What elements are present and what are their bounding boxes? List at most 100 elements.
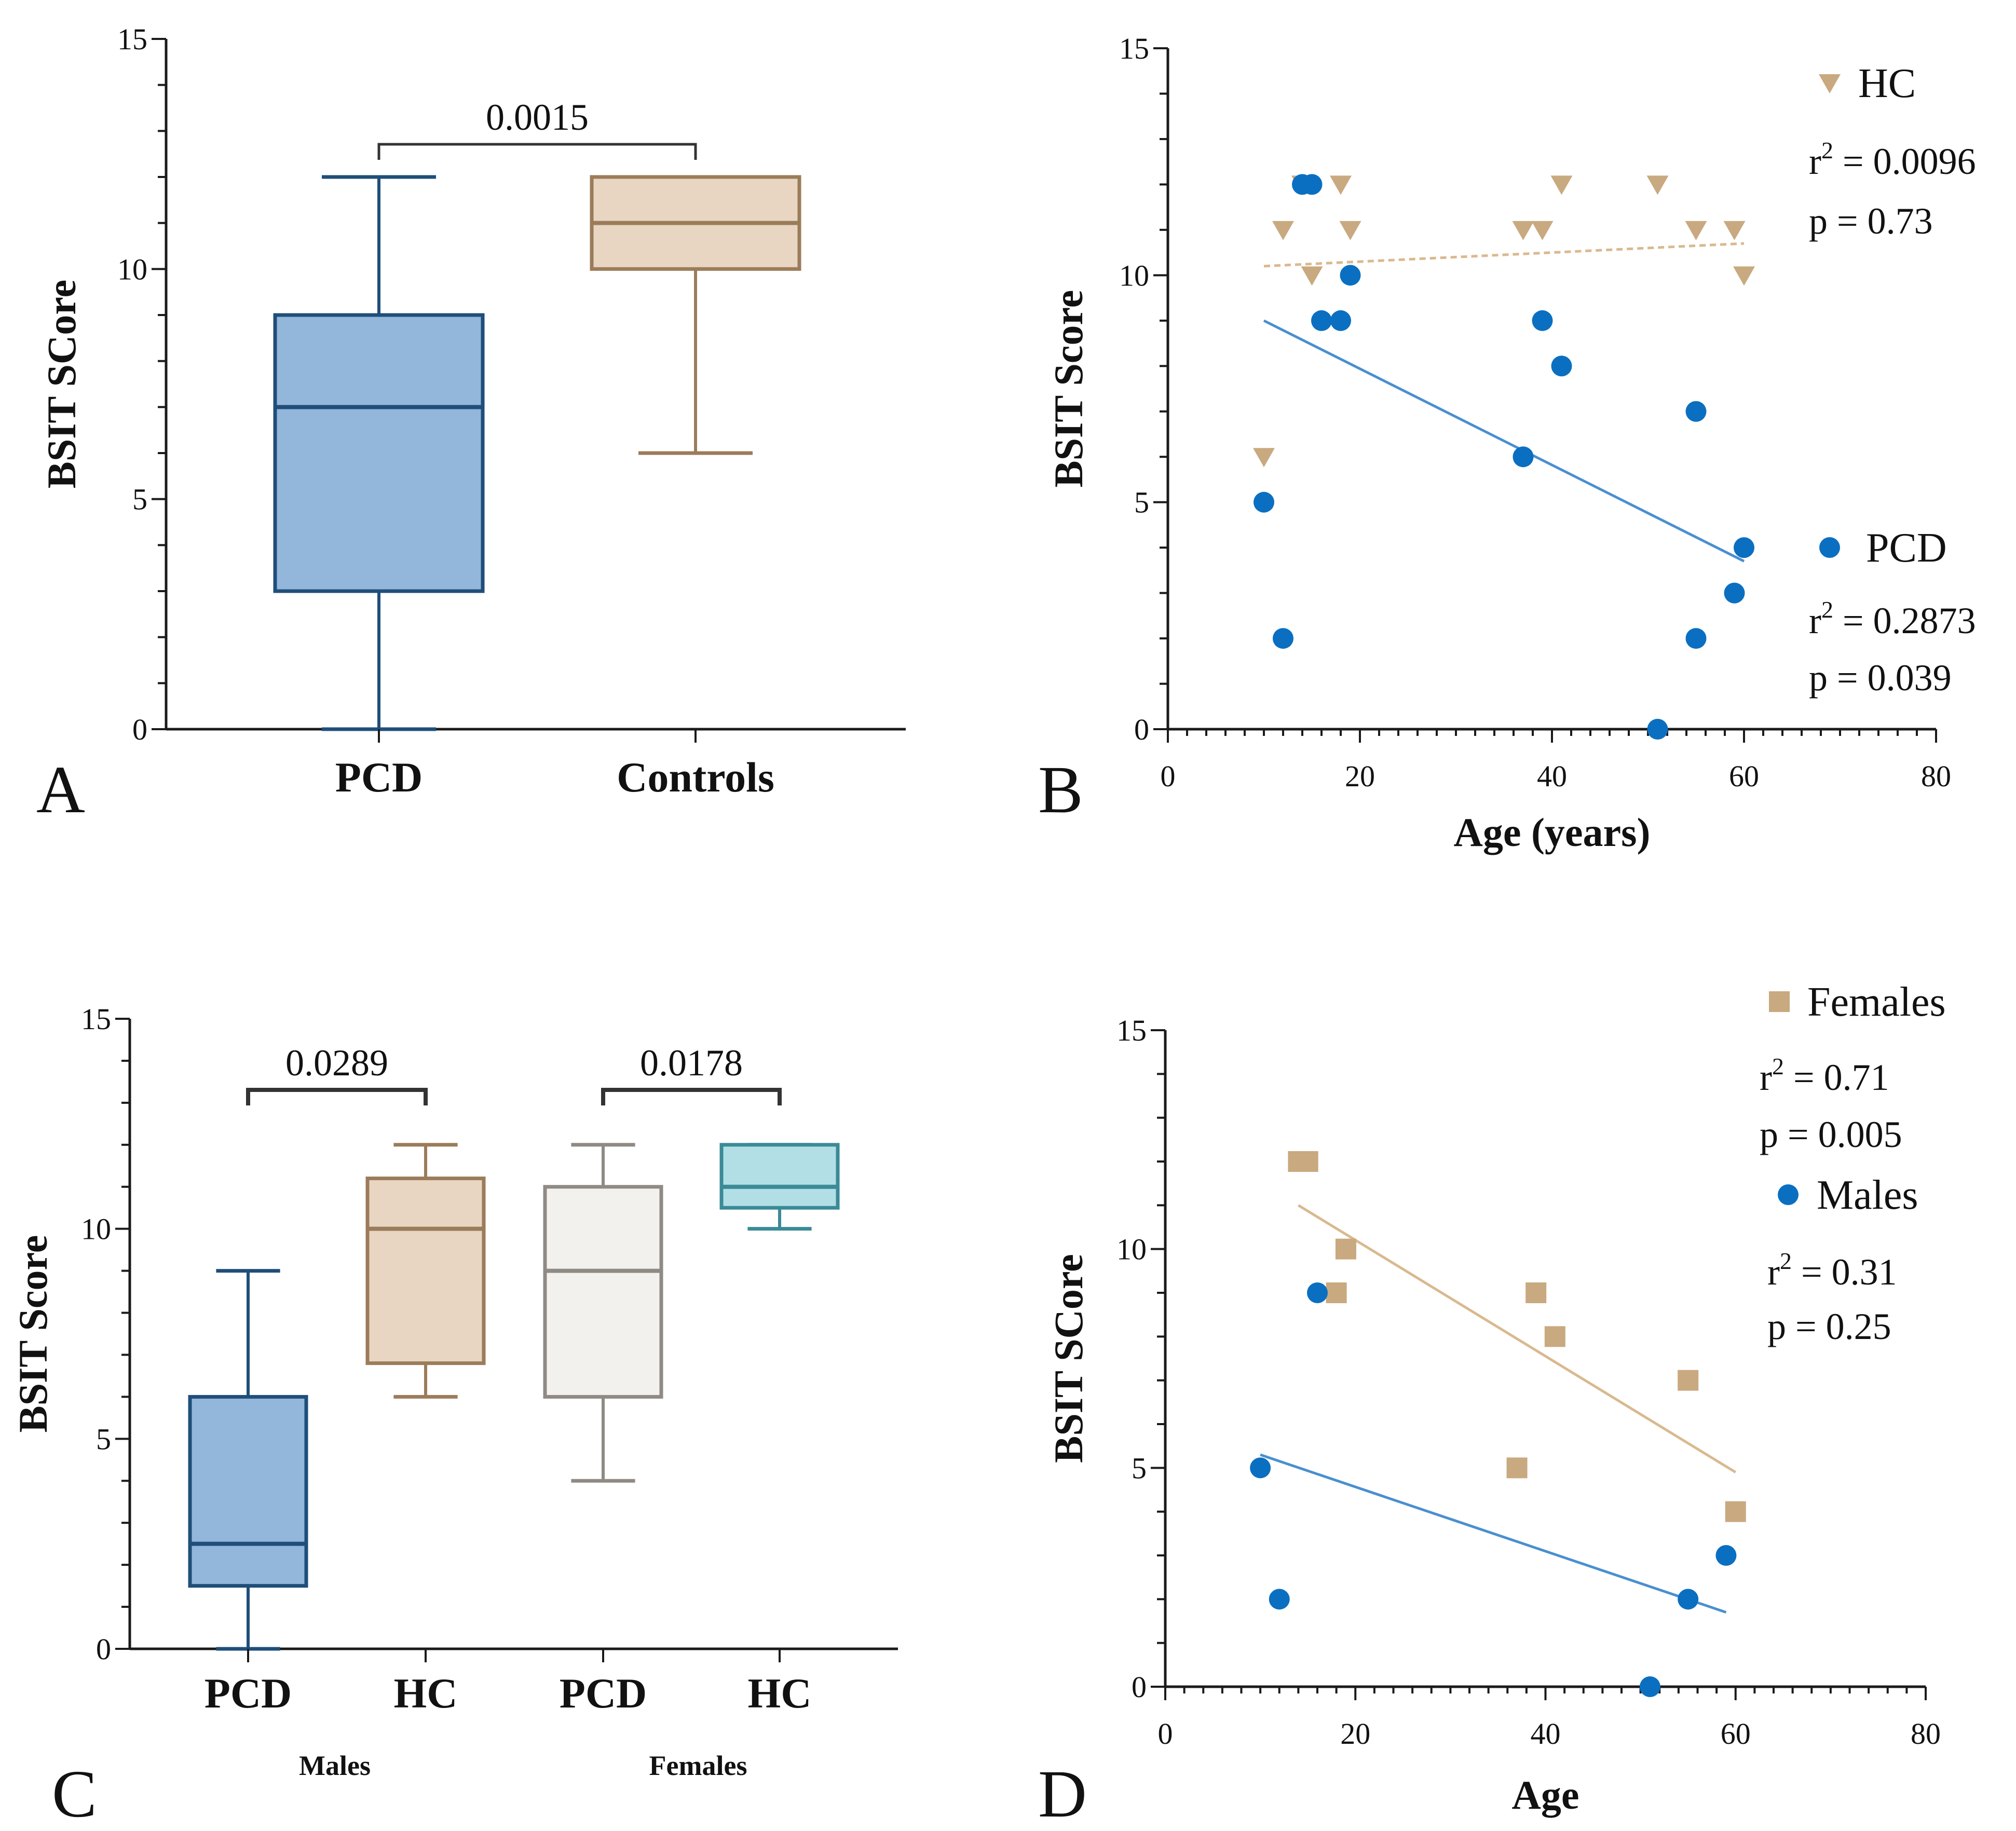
data-point-females xyxy=(1525,1282,1547,1303)
box-males-pcd xyxy=(188,1395,308,1588)
data-point-hc xyxy=(1272,221,1294,240)
panel-d-chart: 0 5 10 15 BSIT SCore 0 20 40 60 80 Age Females r2 = … xyxy=(1046,979,1946,1818)
x-tick-label: 60 xyxy=(1721,1717,1751,1751)
x-category-label: HC xyxy=(394,1670,458,1717)
data-point-females xyxy=(1678,1370,1699,1391)
box-females-hc xyxy=(719,1143,840,1210)
p-value-stat-label: p = 0.73 xyxy=(1809,200,1933,242)
y-axis-title: BSIT SCore xyxy=(39,280,84,488)
panel-label-c: C xyxy=(52,1757,97,1831)
y-tick-label: 15 xyxy=(117,22,147,56)
data-point-females xyxy=(1544,1326,1565,1347)
legend-label-hc: HC xyxy=(1858,61,1916,106)
r-squared-label: r2 = 0.71 xyxy=(1760,1053,1889,1098)
y-tick-label: 15 xyxy=(1119,32,1149,65)
data-point-pcd xyxy=(1254,491,1274,513)
data-point-pcd xyxy=(1301,174,1323,195)
p-value-stat-label: p = 0.039 xyxy=(1809,657,1952,699)
r-squared-label: r2 = 0.0096 xyxy=(1809,137,1976,182)
y-tick-label: 5 xyxy=(132,483,147,516)
legend-label-males: Males xyxy=(1817,1172,1918,1218)
data-point-pcd xyxy=(1685,628,1707,649)
y-axis-title: BSIT SCore xyxy=(1046,1254,1091,1463)
data-point-pcd xyxy=(1551,356,1572,377)
legend-label-females: Females xyxy=(1807,979,1946,1025)
panel-b-chart: 0 5 10 15 BSIT Score 0 20 40 60 80 Age (years) HC r2… xyxy=(1046,32,1976,855)
panel-label-d: D xyxy=(1038,1757,1087,1831)
significance-bracket xyxy=(601,1088,782,1105)
data-point-males xyxy=(1639,1676,1660,1697)
legend-marker-males xyxy=(1778,1184,1799,1205)
p-value-label: 0.0015 xyxy=(486,97,589,138)
x-tick-label: 20 xyxy=(1340,1717,1370,1751)
regression-line-females xyxy=(1298,1204,1737,1473)
x-tick-label: 80 xyxy=(1921,759,1951,793)
x-axis-title: Age (years) xyxy=(1454,810,1651,855)
y-tick-label: 0 xyxy=(1132,1670,1147,1704)
y-axis-title: BSIT Score xyxy=(10,1235,56,1433)
x-category-label: PCD xyxy=(560,1670,647,1717)
regression-line-pcd xyxy=(1263,319,1745,563)
x-tick-label: 0 xyxy=(1161,759,1176,793)
data-point-hc xyxy=(1339,221,1361,240)
y-tick-label: 10 xyxy=(1119,258,1149,292)
legend-label-pcd: PCD xyxy=(1866,525,1947,571)
x-category-label: PCD xyxy=(205,1670,292,1717)
data-point-females xyxy=(1297,1151,1318,1172)
data-point-hc xyxy=(1253,448,1275,468)
y-tick-label: 0 xyxy=(96,1632,111,1666)
data-point-pcd xyxy=(1311,310,1332,331)
data-point-hc xyxy=(1512,221,1534,240)
x-tick-label: 80 xyxy=(1911,1717,1941,1751)
regression-line-males xyxy=(1260,1453,1727,1614)
data-point-hc xyxy=(1733,266,1755,286)
x-tick-label: 20 xyxy=(1345,759,1375,793)
data-point-pcd xyxy=(1330,310,1351,331)
y-tick-label: 0 xyxy=(132,713,147,746)
y-tick-label: 5 xyxy=(96,1422,111,1456)
y-tick-label: 10 xyxy=(1116,1233,1147,1266)
regression-line-hc xyxy=(1263,242,1745,268)
r-squared-label: r2 = 0.31 xyxy=(1767,1248,1897,1293)
panel-a-chart: 0 5 10 15 BSIT SCore PCD Controls 0.0015 xyxy=(39,22,906,801)
legend-marker-hc xyxy=(1819,74,1841,93)
data-point-hc xyxy=(1301,266,1323,286)
data-point-pcd xyxy=(1340,265,1361,286)
panel-c-chart: 0 5 10 15 BSIT Score PCD HC PCD HC 0.0289 0.0178 Ma… xyxy=(10,1002,898,1781)
y-tick-label: 15 xyxy=(1116,1014,1147,1047)
data-point-males xyxy=(1307,1282,1328,1303)
data-point-females xyxy=(1506,1457,1528,1479)
x-tick-label: 60 xyxy=(1729,759,1759,793)
r-squared-label: r2 = 0.2873 xyxy=(1809,596,1976,641)
data-point-hc xyxy=(1685,221,1707,240)
y-tick-label: 15 xyxy=(81,1002,111,1036)
data-point-pcd xyxy=(1513,446,1534,468)
significance-bracket xyxy=(377,143,697,160)
y-tick-label: 0 xyxy=(1134,713,1149,746)
legend-marker-females xyxy=(1769,991,1790,1012)
data-point-pcd xyxy=(1734,537,1754,558)
data-point-males xyxy=(1678,1589,1699,1610)
p-value-stat-label: p = 0.005 xyxy=(1760,1114,1902,1155)
panel-label-a: A xyxy=(36,753,85,827)
legend-marker-pcd xyxy=(1819,537,1840,558)
x-category-label: Controls xyxy=(617,754,774,801)
data-point-females xyxy=(1335,1238,1356,1260)
box-males-hc xyxy=(365,1177,486,1365)
data-point-pcd xyxy=(1532,310,1553,331)
data-point-females xyxy=(1725,1501,1746,1522)
data-point-hc xyxy=(1723,221,1746,240)
data-point-males xyxy=(1250,1457,1271,1479)
box-females-pcd xyxy=(543,1185,663,1399)
x-tick-label: 40 xyxy=(1531,1717,1561,1751)
data-point-pcd xyxy=(1724,582,1745,604)
y-axis-title: BSIT Score xyxy=(1046,290,1091,488)
y-tick-label: 10 xyxy=(81,1212,111,1246)
y-tick-label: 10 xyxy=(117,252,147,286)
group-label-males: Males xyxy=(299,1750,371,1781)
data-point-hc xyxy=(1550,175,1573,195)
x-tick-label: 40 xyxy=(1537,759,1567,793)
data-point-females xyxy=(1326,1282,1347,1303)
data-point-males xyxy=(1715,1545,1737,1566)
